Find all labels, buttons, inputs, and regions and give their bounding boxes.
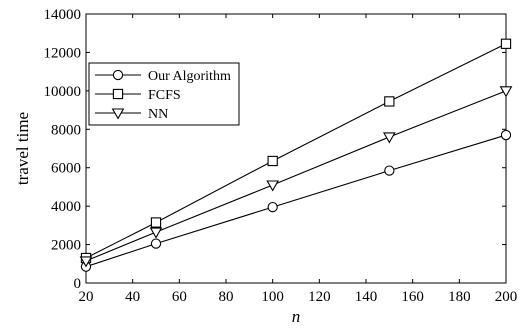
x-tick-label: 200	[495, 289, 518, 305]
legend-marker	[111, 108, 125, 120]
series-line	[85, 134, 507, 268]
x-tick-label: 140	[355, 289, 378, 305]
legend-item: FCFS	[95, 88, 181, 103]
data-point	[266, 180, 280, 192]
legend-marker	[112, 88, 124, 100]
y-axis-title: travel time	[13, 112, 32, 185]
x-tick-label: 20	[79, 289, 94, 305]
x-tick-label: 100	[261, 289, 284, 305]
y-tick-label: 8000	[51, 122, 81, 138]
data-point	[384, 96, 395, 107]
x-tick-label: 60	[172, 289, 187, 305]
y-tick-label: 14000	[44, 7, 82, 23]
x-tick-label: 120	[308, 289, 331, 305]
legend-label: NN	[148, 107, 168, 122]
x-tick-label: 80	[219, 289, 234, 305]
data-point	[267, 201, 278, 213]
series-layer	[79, 38, 513, 272]
series-nn	[79, 86, 513, 268]
data-point	[500, 129, 512, 141]
data-point	[149, 227, 163, 239]
data-point	[150, 217, 162, 228]
y-tick-label: 10000	[44, 84, 82, 100]
y-tick-label: 0	[74, 276, 82, 292]
legend-item: NN	[95, 107, 168, 122]
plot-area	[85, 13, 507, 284]
data-point	[384, 165, 395, 176]
data-point	[499, 86, 513, 98]
data-point	[79, 256, 93, 268]
data-point	[150, 238, 162, 249]
data-point	[382, 132, 396, 144]
x-tick-label: 40	[125, 289, 140, 305]
legend: Our Algorithm FCFS NN	[88, 62, 240, 126]
legend-item: Our Algorithm	[95, 69, 231, 84]
x-axis-title: n	[292, 307, 301, 326]
x-tick-label: 180	[448, 289, 471, 305]
y-tick-label: 2000	[51, 238, 81, 254]
axis-ticks: 20 40 60 80 100 120 140 160 180 20002000400060008…	[44, 7, 518, 305]
legend-label: FCFS	[148, 88, 181, 103]
y-tick-label: 6000	[51, 161, 81, 177]
data-point	[267, 155, 278, 167]
x-tick-label: 160	[401, 289, 424, 305]
y-tick-label: 12000	[44, 45, 82, 61]
legend-label: Our Algorithm	[148, 69, 231, 84]
y-tick-label: 4000	[51, 199, 81, 215]
series-our-algorithm	[80, 129, 512, 272]
data-point	[500, 38, 512, 49]
legend-marker	[112, 69, 124, 81]
